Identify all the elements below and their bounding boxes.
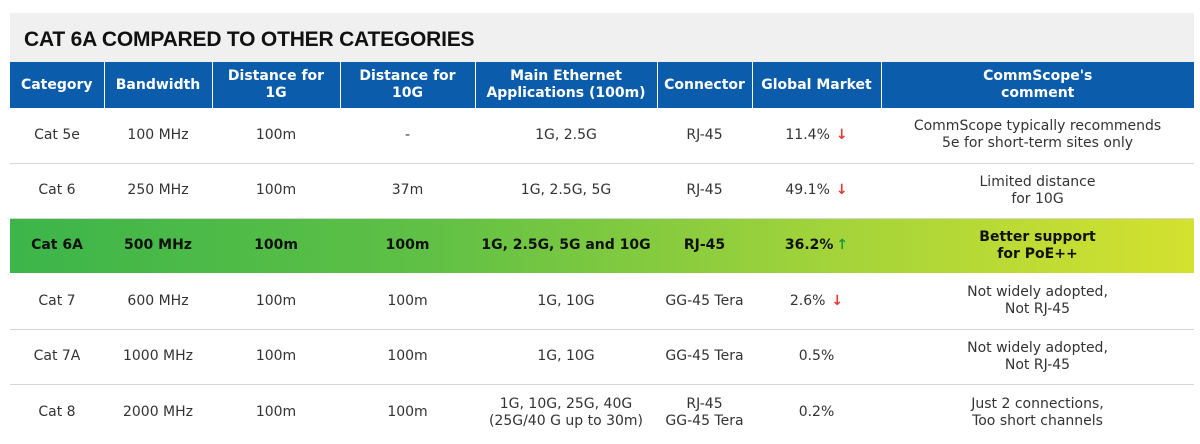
page-title: CAT 6A COMPARED TO OTHER CATEGORIES [24, 27, 475, 51]
up-arrow-icon: ↑ [836, 237, 849, 253]
cell-category: Cat 6 [10, 163, 104, 219]
cell-distance-10g: 100m [340, 218, 475, 274]
table-row: Cat 7 600 MHz 100m 100m 1G, 10G GG-45 Te… [10, 273, 1194, 330]
cell-global-market: 0.2% [752, 384, 881, 441]
cell-distance-10g: - [340, 108, 475, 164]
cell-bandwidth: 100 MHz [104, 108, 212, 164]
table-row: Cat 8 2000 MHz 100m 100m 1G, 10G, 25G, 4… [10, 384, 1194, 441]
cell-distance-1g: 100m [212, 218, 340, 274]
cell-distance-1g: 100m [212, 108, 340, 164]
cell-applications: 1G, 10G, 25G, 40G (25G/40 G up to 30m) [488, 395, 644, 429]
cell-bandwidth: 600 MHz [104, 273, 212, 330]
cell-category: Cat 6A [10, 218, 104, 274]
header-global-market: Global Market [751, 62, 881, 108]
cell-distance-1g: 100m [212, 329, 340, 385]
cell-connector: RJ-45 [657, 218, 752, 274]
cell-bandwidth: 1000 MHz [104, 329, 212, 385]
table-row-highlighted: Cat 6A 500 MHz 100m 100m 1G, 2.5G, 5G an… [10, 218, 1194, 274]
cell-comment: Not widely adopted, Not RJ-45 [881, 329, 1194, 385]
cell-comment: Limited distance for 10G [881, 163, 1194, 219]
header-applications: Main Ethernet Applications (100m) [474, 62, 657, 108]
header-distance-10g: Distance for 10G [339, 62, 475, 108]
cell-global-market: 11.4% ↓ [752, 108, 881, 164]
cell-connector: RJ-45 [657, 163, 752, 219]
cell-comment: CommScope typically recommends 5e for sh… [881, 108, 1194, 164]
cell-distance-10g: 100m [340, 273, 475, 330]
cell-connector: RJ-45 [657, 108, 752, 164]
cell-applications: 1G, 2.5G [475, 108, 657, 164]
title-bar: CAT 6A COMPARED TO OTHER CATEGORIES [10, 13, 1194, 62]
table-row: Cat 7A 1000 MHz 100m 100m 1G, 10G GG-45 … [10, 329, 1194, 385]
cell-applications: 1G, 10G [475, 329, 657, 385]
down-arrow-icon: ↓ [831, 292, 844, 309]
table-row: Cat 6 250 MHz 100m 37m 1G, 2.5G, 5G RJ-4… [10, 163, 1194, 219]
cell-comment: Better support for PoE++ [881, 218, 1194, 274]
cell-connector: GG-45 Tera [657, 329, 752, 385]
cell-distance-10g: 37m [340, 163, 475, 219]
cell-category: Cat 8 [38, 404, 76, 420]
comparison-table: Category Bandwidth Distance for 1G Dista… [10, 62, 1194, 441]
cell-bandwidth: 500 MHz [104, 218, 212, 274]
market-value: 36.2% [784, 237, 834, 253]
market-value: 0.2% [798, 404, 835, 420]
cell-distance-10g: 100m [340, 329, 475, 385]
cell-distance-1g: 100m [255, 404, 297, 420]
cell-distance-1g: 100m [212, 273, 340, 330]
cell-global-market: 36.2% ↑ [752, 218, 881, 274]
cell-comment: Just 2 connections, Too short channels [971, 395, 1104, 429]
header-distance-1g: Distance for 1G [211, 62, 340, 108]
header-bandwidth: Bandwidth [103, 62, 212, 108]
cell-distance-1g: 100m [212, 163, 340, 219]
cell-global-market: 49.1% ↓ [752, 163, 881, 219]
table-row: Cat 5e 100 MHz 100m - 1G, 2.5G RJ-45 11.… [10, 108, 1194, 164]
down-arrow-icon: ↓ [835, 182, 848, 198]
header-row: Category Bandwidth Distance for 1G Dista… [10, 62, 1194, 108]
cell-category: Cat 7A [10, 329, 104, 385]
cell-category: Cat 7 [10, 273, 104, 330]
header-comment: CommScope's comment [880, 62, 1194, 108]
cell-applications: 1G, 10G [475, 273, 657, 330]
down-arrow-icon: ↓ [835, 126, 848, 143]
header-connector: Connector [656, 62, 752, 108]
cell-connector: RJ-45 GG-45 Tera [665, 395, 744, 429]
cell-applications: 1G, 2.5G, 5G and 10G [475, 218, 657, 274]
market-value: 49.1% [785, 182, 830, 198]
market-value: 2.6% [789, 292, 826, 309]
market-value: 11.4% [785, 126, 830, 143]
cell-bandwidth: 250 MHz [104, 163, 212, 219]
cell-bandwidth: 2000 MHz [122, 404, 194, 420]
cell-applications: 1G, 2.5G, 5G [475, 163, 657, 219]
header-category: Category [10, 62, 104, 108]
market-value: 0.5% [798, 348, 835, 364]
cell-distance-10g: 100m [387, 404, 428, 420]
cell-category: Cat 5e [10, 108, 104, 164]
cell-comment: Not widely adopted, Not RJ-45 [881, 273, 1194, 330]
cell-global-market: 0.5% [752, 329, 881, 385]
cell-connector: GG-45 Tera [657, 273, 752, 330]
cell-global-market: 2.6% ↓ [752, 273, 881, 330]
